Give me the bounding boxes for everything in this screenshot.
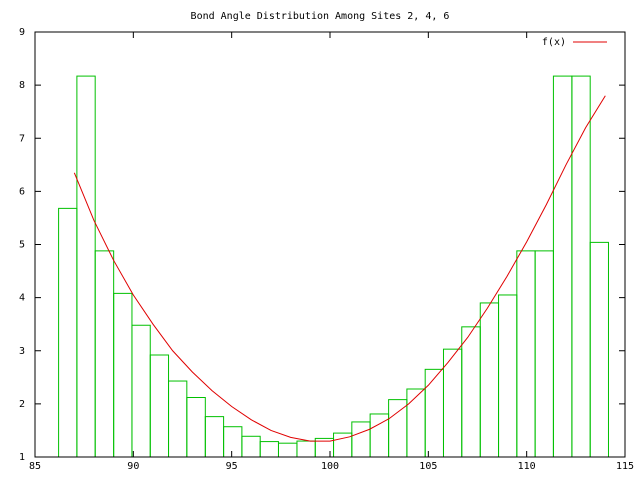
- y-tick-label: 7: [19, 133, 25, 144]
- legend-label: f(x): [542, 37, 566, 48]
- y-tick-label: 1: [19, 452, 25, 463]
- y-tick-label: 8: [19, 80, 25, 91]
- y-tick-label: 4: [19, 293, 25, 304]
- x-tick-label: 100: [321, 461, 339, 472]
- x-tick-label: 95: [226, 461, 238, 472]
- x-tick-label: 105: [419, 461, 437, 472]
- x-tick-label: 90: [127, 461, 139, 472]
- chart-title: Bond Angle Distribution Among Sites 2, 4…: [191, 11, 450, 22]
- y-tick-label: 5: [19, 240, 25, 251]
- y-tick-label: 3: [19, 346, 25, 357]
- x-tick-label: 110: [518, 461, 536, 472]
- plot-frame: [34, 31, 626, 458]
- x-tick-label: 115: [616, 461, 634, 472]
- y-tick-label: 6: [19, 186, 25, 197]
- y-tick-label: 9: [19, 27, 25, 38]
- fit-line: [73, 95, 606, 442]
- x-tick-label: 85: [29, 461, 41, 472]
- y-tick-label: 2: [19, 399, 25, 410]
